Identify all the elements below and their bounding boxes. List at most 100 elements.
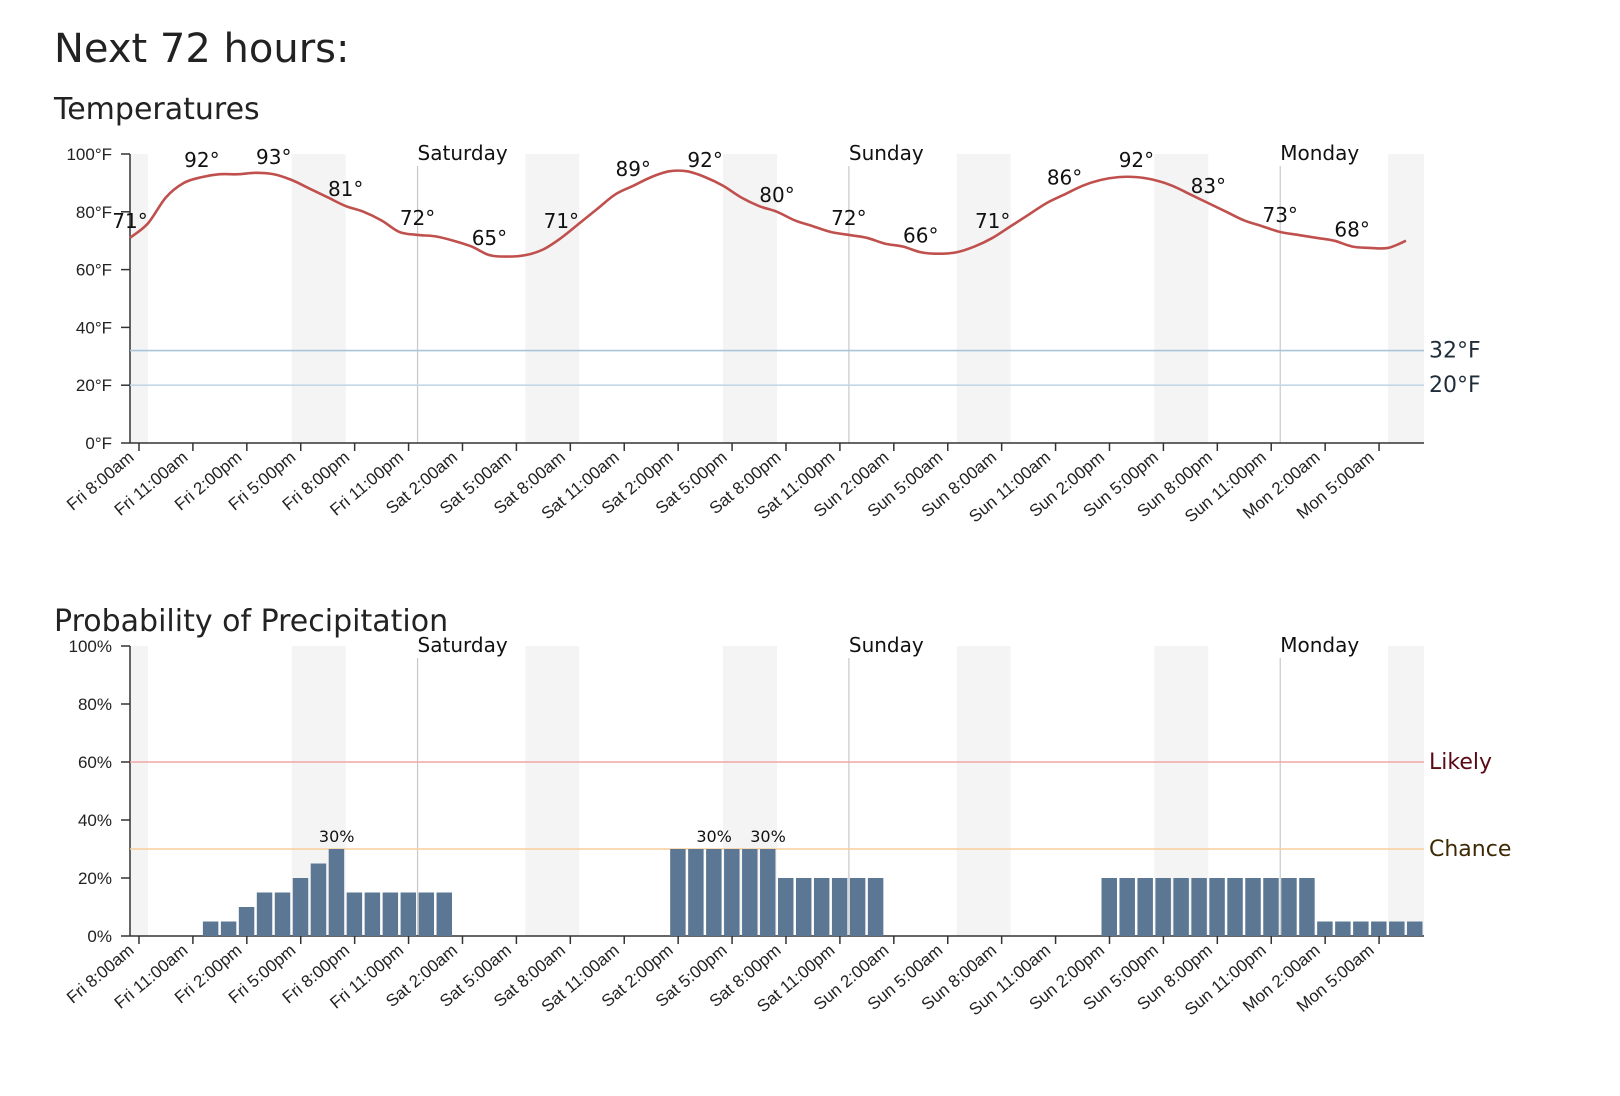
precipitation-bar	[778, 878, 794, 936]
precipitation-label: 30%	[750, 827, 786, 846]
precipitation-bar	[202, 921, 219, 936]
precipitation-bar	[418, 892, 435, 936]
precipitation-bar	[328, 849, 345, 936]
precipitation-bar	[706, 849, 722, 936]
reference-line-label: 32°F	[1429, 339, 1481, 364]
day-label: Sunday	[849, 141, 924, 165]
night-band	[1388, 646, 1424, 936]
precipitation-bar	[867, 878, 884, 936]
day-label: Saturday	[418, 633, 508, 657]
precipitation-bar	[849, 878, 866, 936]
y-tick-label: 80°F	[76, 203, 112, 222]
temperature-chart-title: Temperatures	[54, 92, 260, 127]
y-tick-label: 60°F	[76, 261, 112, 280]
temperature-line	[129, 169, 1407, 258]
temperature-label: 73°	[1262, 203, 1297, 227]
precipitation-bar	[1353, 921, 1369, 936]
reference-line-label: Chance	[1429, 837, 1511, 862]
precipitation-label: 30%	[696, 827, 732, 846]
night-band	[525, 154, 580, 443]
precipitation-label: 30%	[319, 827, 355, 846]
temperature-label: 92°	[184, 148, 219, 172]
reference-line-label: Likely	[1429, 750, 1492, 775]
y-tick-label: 40%	[78, 811, 112, 830]
temperature-label: 93°	[256, 145, 291, 169]
precipitation-bar	[760, 849, 776, 936]
y-tick-label: 0°F	[85, 434, 112, 453]
precipitation-bar	[310, 863, 327, 936]
page-title: Next 72 hours:	[54, 26, 350, 72]
precipitation-bar	[1281, 878, 1297, 936]
temperature-label: 89°	[615, 157, 650, 181]
temperature-label: 71°	[975, 209, 1010, 233]
precipitation-bar	[1119, 878, 1135, 936]
precipitation-bar	[742, 849, 758, 936]
precipitation-bar	[238, 907, 255, 936]
precipitation-bar	[256, 892, 273, 936]
temperature-label: 66°	[903, 223, 938, 247]
precipitation-bar	[1101, 878, 1117, 936]
temperature-label: 72°	[400, 206, 435, 230]
precipitation-bar	[1263, 878, 1279, 936]
precipitation-bar	[400, 892, 417, 936]
y-tick-label: 100°F	[66, 145, 112, 164]
precipitation-bar	[1227, 878, 1243, 936]
precipitation-bar	[346, 892, 363, 936]
y-tick-label: 20°F	[76, 376, 112, 395]
precipitation-bar	[382, 892, 399, 936]
precipitation-bar	[831, 878, 848, 936]
precipitation-bar	[1317, 921, 1333, 936]
precipitation-bar	[688, 849, 704, 936]
night-band	[956, 154, 1011, 443]
night-band	[1388, 154, 1424, 443]
day-label: Monday	[1280, 141, 1359, 165]
y-tick-label: 20%	[78, 869, 112, 888]
temperature-label: 65°	[472, 226, 507, 250]
night-band	[956, 646, 1011, 936]
precipitation-bar	[1173, 878, 1189, 936]
precipitation-bar	[1209, 878, 1225, 936]
precipitation-bar	[724, 849, 740, 936]
precipitation-bar	[813, 878, 830, 936]
precipitation-bar	[292, 878, 309, 936]
temperature-label: 72°	[831, 206, 866, 230]
night-band	[130, 646, 148, 936]
temperature-label: 71°	[544, 209, 579, 233]
precipitation-bar	[364, 892, 381, 936]
night-band	[1154, 154, 1209, 443]
y-tick-label: 40°F	[76, 318, 112, 337]
precipitation-chart-title: Probability of Precipitation	[54, 604, 449, 639]
precipitation-bar	[1245, 878, 1261, 936]
temperature-label: 86°	[1047, 165, 1082, 189]
temperature-label: 71°	[112, 209, 147, 233]
night-band	[525, 646, 580, 936]
day-label: Saturday	[418, 141, 508, 165]
temperature-label: 92°	[1119, 148, 1154, 172]
day-label: Sunday	[849, 633, 924, 657]
precipitation-bar	[1299, 878, 1315, 936]
temperature-label: 83°	[1191, 174, 1226, 198]
precipitation-bar	[274, 892, 291, 936]
precipitation-bar	[1155, 878, 1171, 936]
precipitation-bar	[1407, 921, 1423, 936]
temperature-label: 92°	[687, 148, 722, 172]
y-tick-label: 0%	[87, 927, 112, 946]
temperature-label: 80°	[759, 183, 794, 207]
precipitation-bar	[1191, 878, 1207, 936]
temperature-label: 81°	[328, 177, 363, 201]
precipitation-bar	[1335, 921, 1351, 936]
precipitation-bar	[220, 921, 237, 936]
y-tick-label: 100%	[69, 637, 112, 656]
temperature-label: 68°	[1334, 217, 1369, 241]
precipitation-bar	[1371, 921, 1387, 936]
y-tick-label: 80%	[78, 695, 112, 714]
precipitation-bar	[1137, 878, 1153, 936]
temperature-chart: Saturday Sunday Monday 0°F 20°F 40°F 60°F 80°F 1…	[63, 141, 1481, 526]
precipitation-bar	[436, 892, 452, 936]
precipitation-bar	[1389, 921, 1405, 936]
y-tick-label: 60%	[78, 753, 112, 772]
precipitation-bar	[670, 849, 686, 936]
day-label: Monday	[1280, 633, 1359, 657]
reference-line-label: 20°F	[1429, 373, 1481, 398]
